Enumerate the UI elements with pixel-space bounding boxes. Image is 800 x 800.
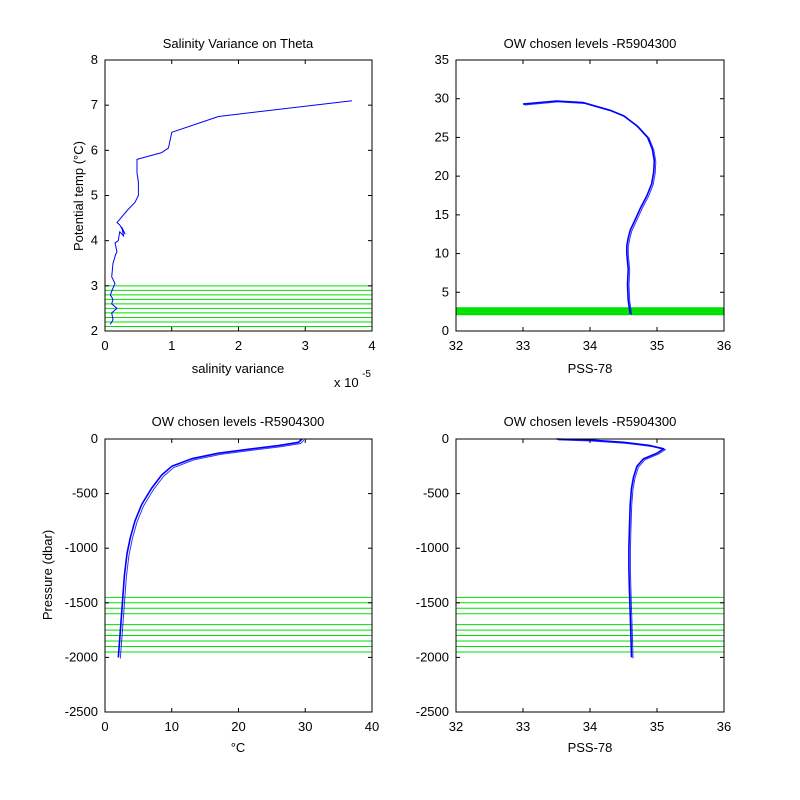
panel-title: OW chosen levels -R5904300: [504, 414, 677, 429]
x-tick-label: 4: [368, 338, 375, 353]
y-tick-label: 35: [435, 52, 449, 67]
x-tick-label: 3: [302, 338, 309, 353]
x-tick-label: 2: [235, 338, 242, 353]
tick-marks: 32 33 34 35 36 0 5 10 15 20 25 30 35: [435, 52, 732, 353]
x-tick-label: 33: [516, 338, 530, 353]
y-tick-label: 10: [435, 246, 449, 261]
y-tick-label: 7: [91, 97, 98, 112]
x-tick-label: 40: [365, 719, 379, 734]
y-tick-label: -2500: [65, 704, 98, 719]
y-tick-label: 30: [435, 91, 449, 106]
x-tick-label: 34: [583, 719, 597, 734]
tick-marks: 0 10 20 30 40 -2500 -2000 -1500 -1000 -500 0: [65, 431, 379, 734]
panel-salinity-pressure: OW chosen levels -R5904300 PSS-78 32 33 34…: [416, 414, 731, 755]
y-tick-label: 8: [91, 52, 98, 67]
x-tick-label: 1: [168, 338, 175, 353]
chosen-levels: [456, 307, 724, 316]
panel-title: OW chosen levels -R5904300: [152, 414, 325, 429]
y-tick-label: -2000: [65, 649, 98, 664]
x-tick-label: 35: [650, 719, 664, 734]
series-line: [556, 438, 665, 658]
series-line-spread: [524, 101, 657, 315]
y-tick-label: 0: [442, 323, 449, 338]
series-line: [109, 100, 353, 325]
axes-frame: [104, 438, 373, 713]
y-axis-label: Pressure (dbar): [40, 530, 55, 620]
y-tick-label: -2000: [416, 649, 449, 664]
panel-title: OW chosen levels -R5904300: [504, 36, 677, 51]
panel-salinity-theta: OW chosen levels -R5904300 PSS-78 32 33 34…: [435, 36, 732, 376]
x-tick-label: 36: [717, 338, 731, 353]
axes-frame: [104, 59, 373, 332]
x-axis-label: PSS-78: [568, 740, 613, 755]
x-tick-label: 0: [101, 338, 108, 353]
x-tick-label: 32: [449, 338, 463, 353]
y-tick-label: 25: [435, 129, 449, 144]
chosen-levels: [105, 285, 372, 327]
data-series: [117, 438, 305, 659]
panel-temperature-pressure: OW chosen levels -R5904300 °C Pressure (…: [40, 414, 379, 755]
axes-frame: [455, 59, 725, 332]
x-tick-label: 35: [650, 338, 664, 353]
panel-salinity-variance: Salinity Variance on Theta salinity vari…: [71, 36, 376, 390]
y-tick-label: 3: [91, 278, 98, 293]
y-tick-label: -1000: [65, 540, 98, 555]
y-tick-label: 5: [91, 188, 98, 203]
y-tick-label: 0: [91, 431, 98, 446]
y-tick-label: 15: [435, 207, 449, 222]
chosen-levels: [456, 596, 724, 653]
y-axis-label: Potential temp (°C): [71, 141, 86, 251]
data-series: [556, 438, 667, 659]
x-tick-label: 30: [298, 719, 312, 734]
x-tick-label: 10: [165, 719, 179, 734]
x-tick-label: 36: [717, 719, 731, 734]
series-line-spread: [119, 439, 305, 659]
x-tick-label: 33: [516, 719, 530, 734]
data-series: [522, 100, 657, 315]
y-tick-label: -1000: [416, 540, 449, 555]
y-tick-label: 6: [91, 142, 98, 157]
y-tick-label: -1500: [65, 595, 98, 610]
x-tick-label: 34: [583, 338, 597, 353]
y-tick-label: 20: [435, 168, 449, 183]
x-axis-label: PSS-78: [568, 361, 613, 376]
y-tick-label: 5: [442, 284, 449, 299]
y-tick-label: 0: [442, 431, 449, 446]
x-axis-label: °C: [231, 740, 246, 755]
panel-title: Salinity Variance on Theta: [163, 36, 314, 51]
chosen-levels: [105, 596, 372, 653]
x-axis-label: salinity variance: [192, 361, 285, 376]
x-exponent-label: x 10: [334, 375, 359, 390]
series-line-spread: [557, 439, 667, 659]
y-tick-label: -2500: [416, 704, 449, 719]
x-exponent-power: -5: [362, 369, 371, 380]
data-series: [109, 100, 353, 325]
y-tick-label: 2: [91, 323, 98, 338]
tick-marks: 32 33 34 35 36 -2500 -2000 -1500 -1000 -500 0: [416, 431, 731, 734]
y-tick-label: -500: [72, 486, 98, 501]
x-tick-label: 0: [101, 719, 108, 734]
series-line: [117, 438, 303, 658]
tick-marks: 0 1 2 3 4 2 3 4 5 6 7 8: [91, 52, 376, 353]
y-tick-label: -1500: [416, 595, 449, 610]
axes-frame: [455, 438, 725, 713]
y-tick-label: -500: [423, 486, 449, 501]
x-tick-label: 32: [449, 719, 463, 734]
y-tick-label: 4: [91, 233, 98, 248]
x-tick-label: 20: [231, 719, 245, 734]
